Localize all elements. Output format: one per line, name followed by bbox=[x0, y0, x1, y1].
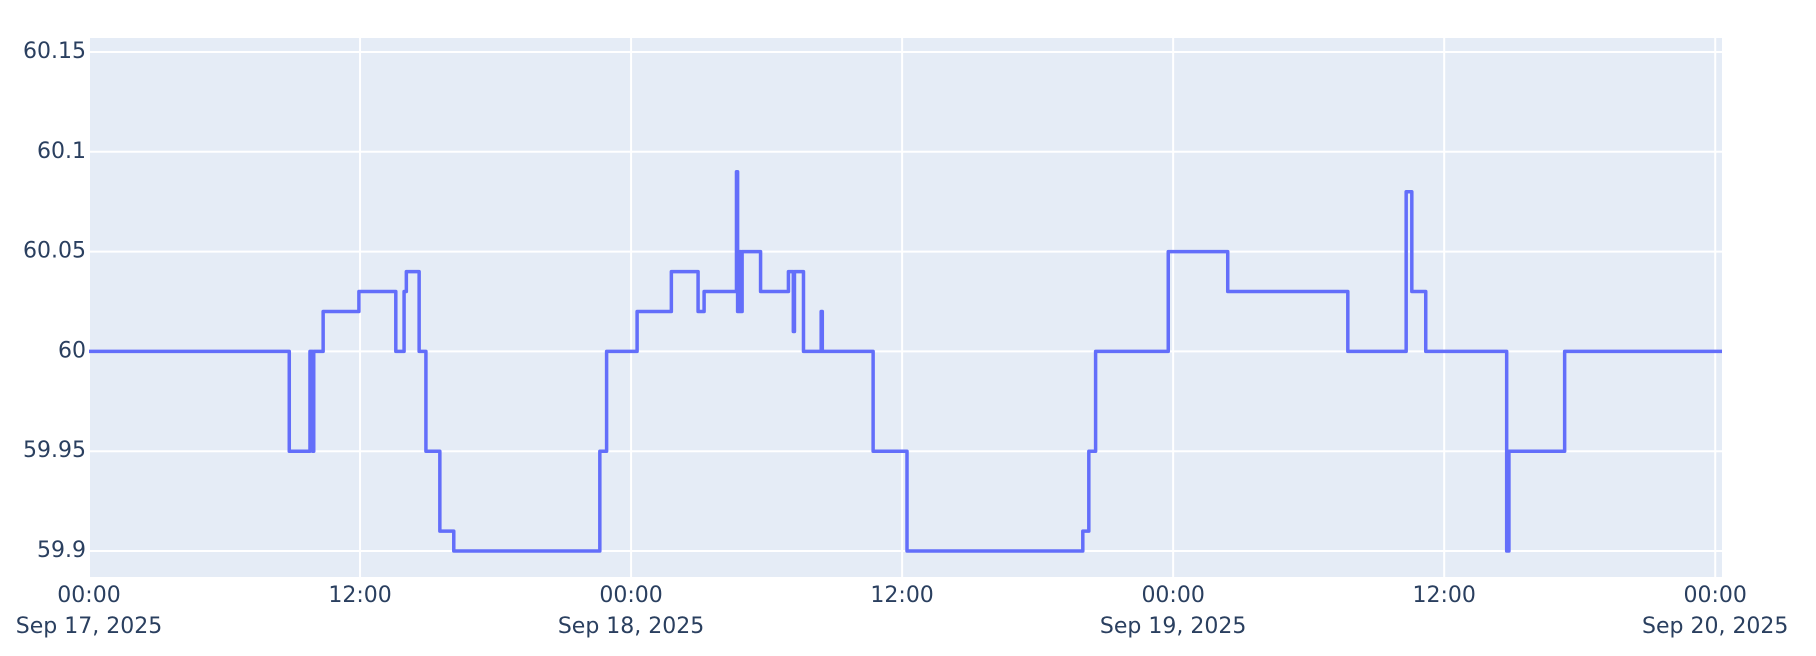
y-tick-label: 60 bbox=[58, 338, 86, 363]
x-tick-label: Sep 18, 2025 bbox=[558, 614, 704, 639]
y-tick-label: 59.9 bbox=[37, 538, 86, 563]
x-tick-label: 00:00 bbox=[1684, 583, 1747, 608]
x-tick-label: 12:00 bbox=[328, 583, 391, 608]
y-tick-label: 60.05 bbox=[23, 239, 86, 264]
data-line bbox=[89, 170, 1722, 553]
x-tick-label: Sep 19, 2025 bbox=[1100, 614, 1246, 639]
y-tick-label: 59.95 bbox=[23, 438, 86, 463]
x-tick-label: 00:00 bbox=[599, 583, 662, 608]
x-tick-label: Sep 17, 2025 bbox=[16, 614, 162, 639]
x-tick-label: Sep 20, 2025 bbox=[1642, 614, 1788, 639]
x-tick-label: 12:00 bbox=[1412, 583, 1475, 608]
y-tick-label: 60.1 bbox=[37, 139, 86, 164]
x-tick-label: 12:00 bbox=[870, 583, 933, 608]
y-tick-label: 60.15 bbox=[23, 39, 86, 64]
x-tick-label: 00:00 bbox=[57, 583, 120, 608]
x-tick-label: 00:00 bbox=[1141, 583, 1204, 608]
